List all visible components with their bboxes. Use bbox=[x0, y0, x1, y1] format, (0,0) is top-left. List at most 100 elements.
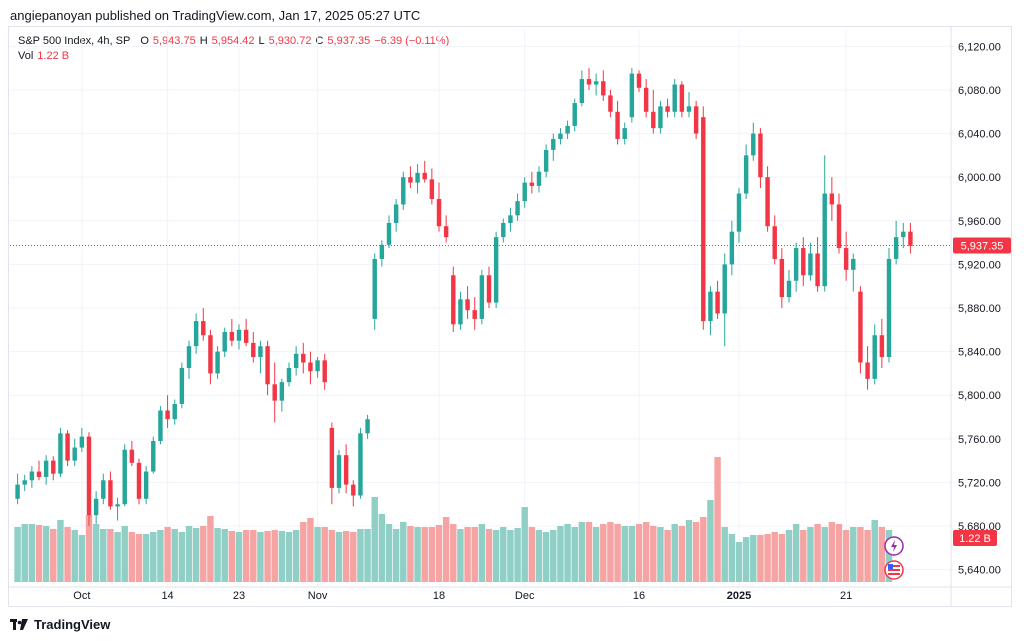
candle-body bbox=[129, 449, 135, 463]
volume-bar bbox=[871, 520, 878, 582]
volume-bar bbox=[635, 524, 643, 582]
volume-bar bbox=[621, 526, 628, 582]
y-tick-label: 6,040.00 bbox=[958, 129, 1001, 141]
y-tick-label: 6,080.00 bbox=[958, 85, 1001, 97]
volume-bar bbox=[685, 520, 693, 582]
volume-bar bbox=[721, 527, 728, 582]
volume-bar bbox=[128, 532, 136, 582]
candle-body bbox=[643, 87, 649, 112]
y-tick-label: 5,920.00 bbox=[958, 259, 1001, 271]
candle-body bbox=[308, 362, 313, 372]
volume-bar bbox=[657, 527, 664, 582]
candle-body bbox=[801, 248, 806, 276]
last-volume-badge bbox=[953, 530, 997, 546]
volume-bar bbox=[207, 516, 214, 582]
volume-bar bbox=[835, 524, 843, 582]
y-tick-label: 6,120.00 bbox=[958, 41, 1001, 53]
candle-body bbox=[822, 193, 827, 287]
volume-bar bbox=[778, 534, 786, 582]
volume-bar bbox=[21, 524, 28, 582]
volume-bar bbox=[564, 524, 571, 582]
volume-bar bbox=[478, 524, 486, 582]
last-price-label: 5,937.35 bbox=[961, 240, 1004, 252]
volume-bar bbox=[442, 517, 450, 582]
legend-vol-label[interactable]: Vol bbox=[18, 50, 34, 62]
volume-bar bbox=[400, 522, 407, 582]
volume-bar bbox=[250, 530, 257, 582]
candle-body bbox=[408, 177, 413, 183]
volume-bar bbox=[142, 534, 150, 582]
candle-body bbox=[736, 193, 742, 232]
volume-bar bbox=[814, 524, 821, 582]
volume-bar bbox=[392, 529, 400, 582]
volume-bar bbox=[485, 529, 493, 582]
volume-bar bbox=[664, 530, 671, 582]
volume-bar bbox=[514, 528, 521, 582]
candle-body bbox=[322, 360, 327, 383]
candle-body bbox=[701, 117, 706, 322]
candle-body bbox=[708, 291, 713, 322]
volume-bar bbox=[71, 530, 78, 582]
candle-body bbox=[386, 222, 392, 245]
volume-bar bbox=[550, 530, 557, 582]
footer-brand[interactable]: TradingView bbox=[34, 617, 111, 632]
x-tick-label: Oct bbox=[73, 590, 90, 602]
candle-body bbox=[872, 335, 877, 379]
volume-bar bbox=[185, 526, 193, 582]
candle-body bbox=[122, 449, 127, 505]
volume-bar bbox=[750, 535, 757, 582]
volume-bar bbox=[707, 500, 714, 582]
volume-bar bbox=[600, 524, 607, 582]
volume-bar bbox=[742, 537, 750, 582]
candle-body bbox=[893, 237, 899, 259]
legend-symbol[interactable]: S&P 500 Index, 4h, SP bbox=[18, 35, 131, 47]
flag-canton bbox=[888, 564, 893, 569]
candle-body bbox=[279, 382, 285, 401]
candle-body bbox=[372, 258, 377, 319]
candle-body bbox=[586, 79, 592, 85]
volume-bar bbox=[242, 530, 250, 582]
legend-high-label: H bbox=[199, 35, 208, 47]
candle-body bbox=[229, 331, 235, 341]
candle-body bbox=[551, 139, 556, 150]
volume-bar bbox=[492, 530, 500, 582]
candle-body bbox=[79, 436, 85, 448]
volume-bar bbox=[85, 515, 93, 582]
candle-body bbox=[379, 244, 385, 259]
volume-bar bbox=[300, 522, 307, 582]
volume-bar bbox=[371, 497, 378, 582]
volume-bar bbox=[628, 526, 636, 582]
candle-body bbox=[293, 353, 299, 368]
chart-frame bbox=[8, 26, 1012, 607]
candle-body bbox=[815, 253, 820, 287]
candle-body bbox=[722, 264, 727, 314]
volume-bar bbox=[378, 514, 386, 582]
candle-body bbox=[429, 179, 435, 199]
candle-body bbox=[451, 275, 456, 325]
volume-bar bbox=[78, 535, 86, 582]
volume-bar bbox=[728, 534, 736, 582]
volume-bar bbox=[235, 532, 243, 582]
candle-body bbox=[808, 253, 813, 276]
candle-body bbox=[665, 106, 670, 112]
legend-close-value: 5,937.35 bbox=[327, 35, 371, 47]
volume-bar bbox=[821, 527, 828, 582]
candle-body bbox=[472, 310, 477, 319]
candle-body bbox=[629, 73, 635, 118]
candle-body bbox=[672, 84, 677, 112]
volume-bar bbox=[692, 522, 700, 582]
candle-body bbox=[572, 103, 577, 126]
candle-body bbox=[536, 171, 542, 186]
volume-bar bbox=[435, 525, 443, 582]
volume-bar bbox=[864, 530, 871, 582]
legend-open-label: O bbox=[140, 35, 149, 47]
candle-body bbox=[458, 299, 463, 325]
volume-bar bbox=[735, 542, 743, 582]
volume-bar bbox=[121, 526, 128, 582]
volume-bar bbox=[264, 531, 271, 582]
candle-body bbox=[908, 231, 913, 246]
volume-bar bbox=[350, 532, 357, 582]
candle-body bbox=[436, 198, 442, 227]
volume-bar bbox=[642, 522, 650, 582]
